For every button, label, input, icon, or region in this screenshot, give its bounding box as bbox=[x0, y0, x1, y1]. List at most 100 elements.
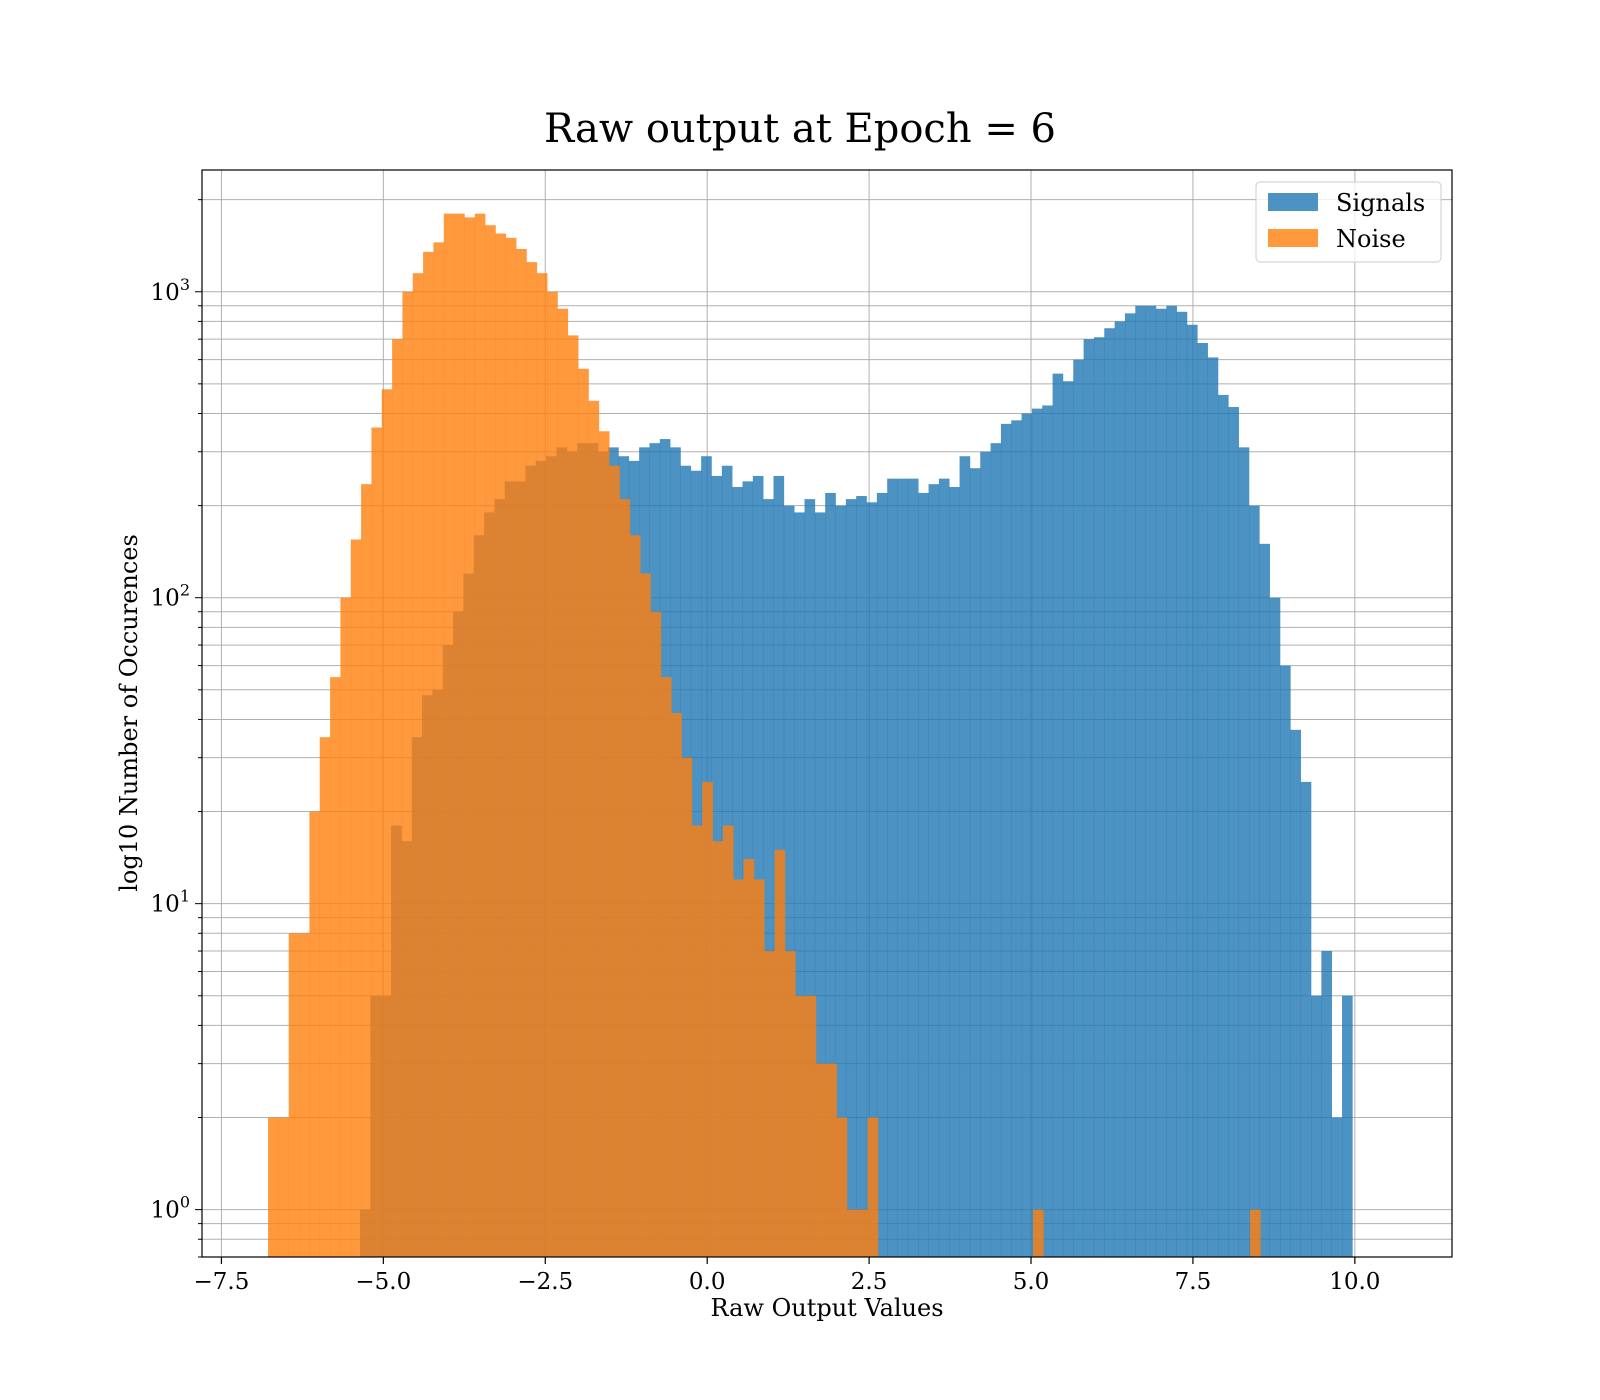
noise-bar bbox=[402, 291, 414, 1258]
legend-label-noise: Noise bbox=[1336, 225, 1406, 253]
noise-bar bbox=[330, 677, 341, 1257]
noise-bar bbox=[505, 237, 517, 1257]
signals-bar bbox=[938, 478, 950, 1257]
noise-bar bbox=[547, 291, 558, 1258]
noise-bar bbox=[474, 213, 486, 1258]
noise-bar bbox=[412, 273, 424, 1257]
signals-bar bbox=[835, 505, 847, 1258]
x-tick-label: 5.0 bbox=[1013, 1269, 1050, 1295]
noise-bar bbox=[443, 213, 455, 1258]
signals-bar bbox=[1083, 339, 1095, 1257]
noise-bar bbox=[526, 262, 538, 1257]
noise-bar bbox=[774, 849, 786, 1257]
signals-bar bbox=[1217, 394, 1229, 1257]
x-axis-label: Raw Output Values bbox=[710, 1294, 943, 1322]
signals-bar bbox=[856, 495, 867, 1258]
signals-bar bbox=[1135, 305, 1146, 1257]
legend-swatch-noise bbox=[1268, 229, 1318, 247]
signals-bar bbox=[907, 478, 919, 1257]
noise-bar bbox=[495, 233, 507, 1257]
signals-bar bbox=[1259, 543, 1270, 1257]
signals-bar bbox=[1248, 505, 1260, 1258]
signals-bar bbox=[804, 499, 816, 1258]
noise-bar bbox=[795, 995, 806, 1257]
noise-bar bbox=[309, 811, 321, 1257]
signals-bar bbox=[1228, 407, 1239, 1257]
noise-bar bbox=[340, 597, 352, 1257]
noise-bar bbox=[381, 389, 393, 1257]
signals-bar bbox=[928, 484, 940, 1258]
noise-bar bbox=[712, 841, 724, 1257]
noise-bar bbox=[598, 431, 610, 1258]
noise-bar bbox=[433, 242, 445, 1257]
signals-bar bbox=[1238, 447, 1250, 1257]
signals-bar bbox=[825, 492, 836, 1258]
noise-bar bbox=[268, 1117, 279, 1257]
signals-bar bbox=[1280, 665, 1291, 1257]
signals-bar bbox=[1052, 373, 1064, 1257]
noise-bar bbox=[702, 781, 713, 1257]
noise-bar bbox=[423, 251, 434, 1257]
legend: Signals Noise bbox=[1255, 181, 1442, 263]
signals-bar bbox=[918, 492, 929, 1258]
noise-bar bbox=[857, 1209, 868, 1257]
signals-bar bbox=[1300, 781, 1312, 1257]
signals-bar bbox=[866, 502, 878, 1257]
signals-bar bbox=[1031, 408, 1043, 1257]
signals-bar bbox=[1042, 405, 1053, 1257]
signals-bar bbox=[1114, 321, 1126, 1257]
signals-bar bbox=[1093, 337, 1105, 1257]
signals-bar bbox=[1197, 342, 1208, 1258]
x-tick-label: 0.0 bbox=[689, 1269, 726, 1295]
x-tick-label: 2.5 bbox=[851, 1269, 888, 1295]
x-tick-label: −2.5 bbox=[517, 1269, 573, 1295]
signals-bar bbox=[1021, 413, 1033, 1257]
signals-bar bbox=[959, 456, 971, 1257]
noise-bar bbox=[299, 933, 310, 1257]
y-tick-label: 103 bbox=[151, 275, 190, 306]
signals-bar bbox=[897, 478, 909, 1257]
noise-bar bbox=[867, 1117, 879, 1257]
noise-bar bbox=[454, 213, 465, 1258]
signals-bar bbox=[949, 487, 960, 1257]
noise-bar bbox=[536, 273, 548, 1257]
noise-bar bbox=[846, 1209, 858, 1257]
signals-bar bbox=[990, 443, 1002, 1257]
noise-bar bbox=[361, 484, 372, 1258]
x-tick-label: 7.5 bbox=[1175, 1269, 1212, 1295]
signals-bar bbox=[1145, 305, 1157, 1257]
signals-bar bbox=[1342, 995, 1353, 1257]
noise-bar bbox=[567, 335, 579, 1257]
legend-swatch-signals bbox=[1268, 193, 1318, 211]
noise-bar bbox=[557, 308, 569, 1257]
signals-bar bbox=[814, 512, 826, 1257]
signals-bar bbox=[1186, 324, 1198, 1257]
signals-bar bbox=[1104, 328, 1115, 1257]
noise-bar bbox=[805, 995, 817, 1257]
noise-bar bbox=[485, 225, 496, 1257]
signals-bar bbox=[969, 468, 981, 1258]
signals-bar bbox=[752, 475, 764, 1257]
y-tick-label: 100 bbox=[151, 1193, 190, 1224]
signals-bar bbox=[1290, 729, 1301, 1257]
noise-bar bbox=[1032, 1209, 1044, 1257]
plot-area-frame bbox=[201, 169, 1453, 1258]
x-tick-label: −7.5 bbox=[194, 1269, 250, 1295]
noise-bar bbox=[743, 858, 755, 1257]
noise-bar bbox=[733, 879, 744, 1257]
noise-bar bbox=[464, 217, 476, 1258]
signals-bar bbox=[1207, 357, 1219, 1258]
noise-bar bbox=[650, 611, 662, 1257]
noise-bar bbox=[815, 1063, 827, 1257]
signals-bar bbox=[1062, 381, 1074, 1257]
noise-bar bbox=[764, 951, 775, 1257]
noise-bar bbox=[619, 499, 631, 1258]
noise-bar bbox=[660, 677, 672, 1257]
signals-bar bbox=[1155, 308, 1167, 1257]
signals-bar bbox=[1331, 1117, 1343, 1257]
signals-bar bbox=[1073, 359, 1084, 1258]
noise-bar bbox=[722, 825, 734, 1257]
signals-bar bbox=[763, 499, 774, 1258]
signals-bar bbox=[980, 451, 991, 1257]
chart-title: Raw output at Epoch = 6 bbox=[544, 106, 1056, 152]
